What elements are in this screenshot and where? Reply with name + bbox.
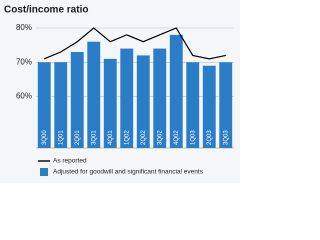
legend-label: Adjusted for goodwill and significant fi… bbox=[53, 169, 204, 176]
legend-label: As reported bbox=[53, 158, 87, 165]
bar-category-label: 2Q03 bbox=[207, 130, 213, 145]
bar bbox=[103, 58, 117, 148]
legend-swatch bbox=[40, 168, 48, 176]
bar bbox=[186, 62, 200, 148]
bar bbox=[120, 48, 134, 149]
bar-category-label: 1Q01 bbox=[58, 130, 64, 145]
bar-category-label: 3Q01 bbox=[91, 130, 97, 145]
bar-category-label: 3Q00 bbox=[42, 130, 48, 145]
bar-category-label: 4Q02 bbox=[174, 130, 180, 145]
bar-category-label: 4Q01 bbox=[108, 130, 114, 145]
bar bbox=[153, 48, 167, 149]
bar-category-label: 1Q03 bbox=[190, 130, 196, 145]
bar-category-label: 1Q02 bbox=[124, 130, 130, 145]
bar bbox=[54, 62, 68, 148]
bar bbox=[70, 52, 84, 148]
chart-title: Cost/income ratio bbox=[4, 5, 88, 16]
bar bbox=[37, 62, 51, 148]
bar bbox=[169, 34, 183, 148]
bar bbox=[87, 41, 101, 148]
y-tick-label: 70% bbox=[16, 57, 32, 66]
chart: Cost/income ratio 60% 70% 80% 3Q00 1Q01 2Q01 3… bbox=[0, 0, 240, 183]
bar bbox=[219, 62, 233, 148]
bar-category-label: 3Q02 bbox=[157, 130, 163, 145]
y-tick-label: 60% bbox=[16, 92, 32, 101]
bar-category-label: 3Q03 bbox=[223, 130, 229, 145]
bar bbox=[136, 55, 150, 148]
bar-category-label: 2Q02 bbox=[141, 130, 147, 145]
y-tick-label: 80% bbox=[16, 23, 32, 32]
line bbox=[44, 27, 226, 60]
bar-category-label: 2Q01 bbox=[75, 130, 81, 145]
bar bbox=[202, 65, 216, 148]
